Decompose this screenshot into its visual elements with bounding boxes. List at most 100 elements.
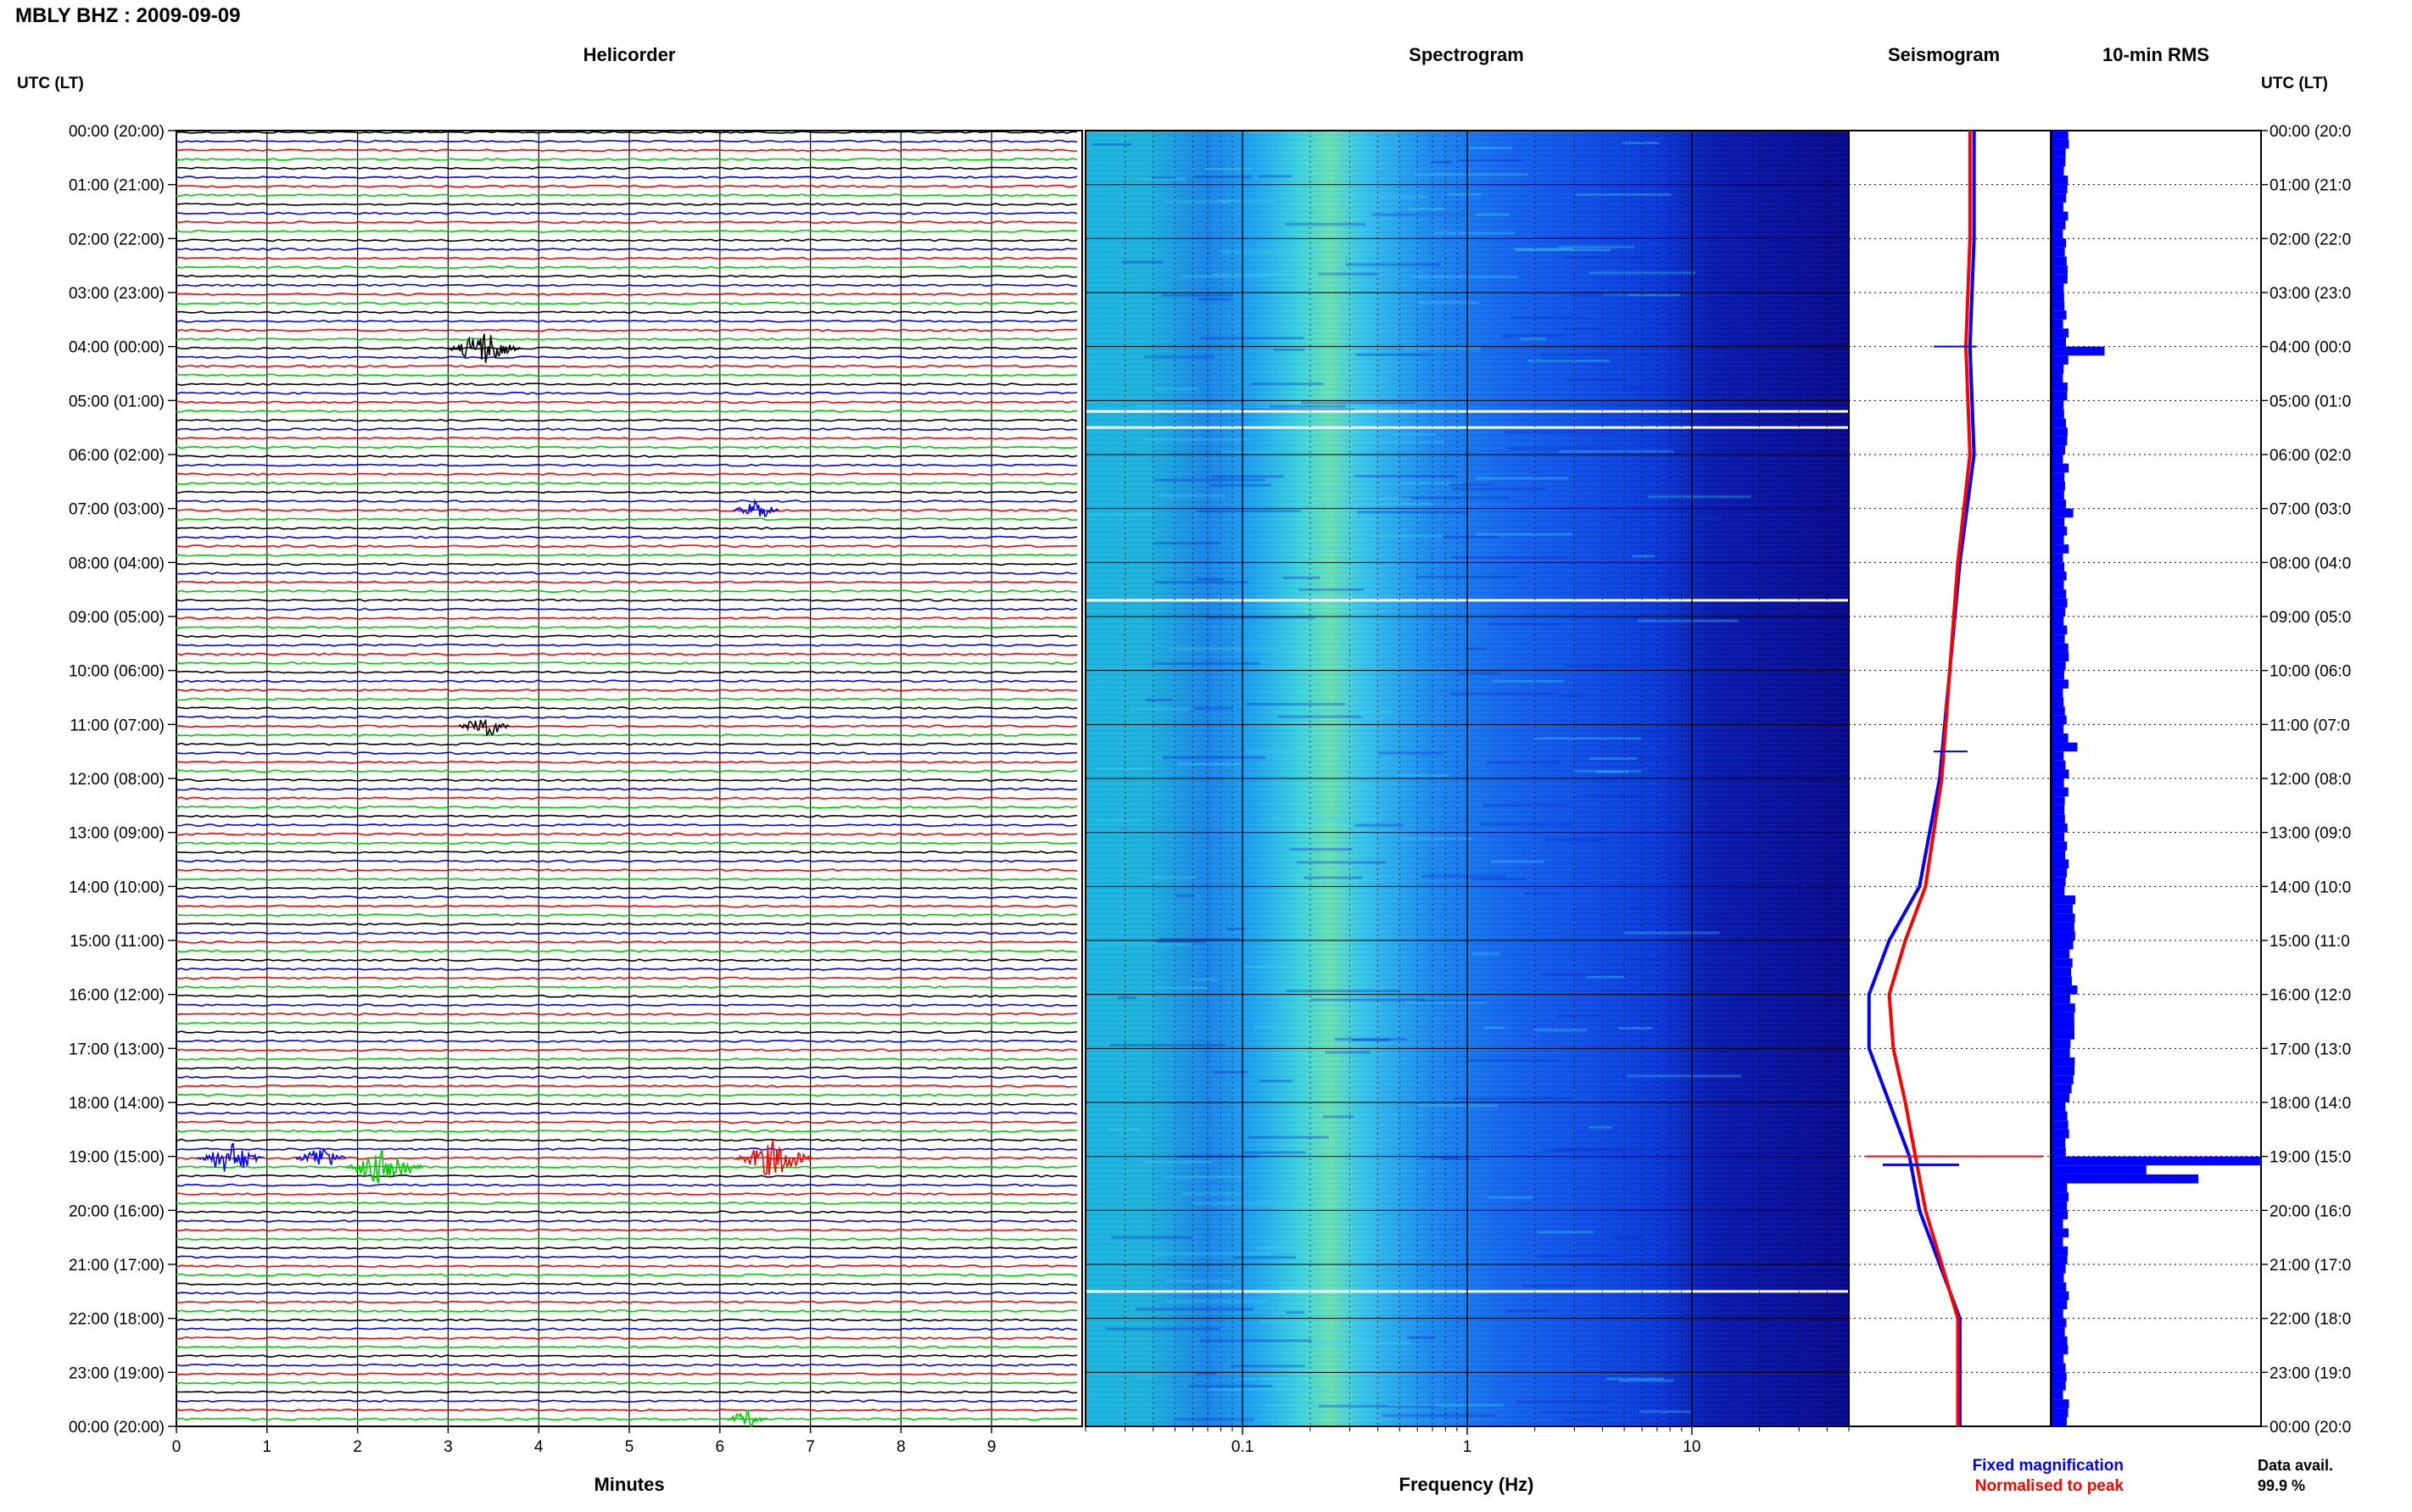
right-time-labels: 00:00 (20:0 01:00 (21:0 02:00 (22:0 03:00 (… [2261,123,2351,1437]
helicorder-trace [176,220,1078,225]
left-time-label: 21:00 (17:00) [69,1257,165,1275]
helicorder-trace [176,1345,1078,1349]
spectrogram-streak [1419,1104,1498,1107]
helicorder-trace [176,1282,1078,1286]
spectrogram-streak [1468,1058,1560,1062]
rms-bar [2052,1048,2070,1057]
spectrogram-streak [1371,534,1443,538]
rms-bar [2052,1264,2066,1274]
spectrogram-streak [1159,938,1241,940]
helicorder-trace [176,1399,1078,1403]
helicorder-trace [176,814,1078,818]
left-axis-title: UTC (LT) [17,75,84,92]
rms-bar [2052,455,2063,464]
helicorder-trace [176,985,1078,989]
spectrogram-streak [1345,263,1441,266]
spectrogram-streak [1097,767,1153,770]
right-time-label: 18:00 (14:0 [2270,1095,2351,1113]
rms-bar [2052,220,2066,230]
spectrogram-streak [1637,619,1739,622]
rms-bar [2052,922,2074,932]
rms-bar [2052,661,2066,671]
helicorder-trace [176,1030,1078,1035]
helicorder-trace [176,1147,1078,1152]
left-time-label: 01:00 (21:00) [69,177,165,195]
spectrogram-streak [1086,513,1153,516]
rms-bar [2052,1408,2069,1418]
spectrogram-streak [1248,131,1270,134]
spectrogram-streak [1232,1256,1296,1259]
spectrogram-streak [1308,1342,1410,1345]
rms-bar [2052,319,2063,329]
rms-bar [2052,769,2069,778]
seismogram-frame [1848,130,2052,1427]
helicorder-xtick-label: 7 [806,1438,815,1456]
spectrogram-streak [1576,193,1672,197]
left-time-label: 08:00 (04:00) [69,555,165,572]
spectrogram-streak [1506,1309,1548,1313]
left-time-label: 05:00 (01:00) [69,393,165,410]
helicorder-trace [176,823,1078,828]
helicorder-trace [176,319,1078,323]
rms-bar [2052,1183,2068,1193]
helicorder-xtick-label: 1 [263,1438,272,1456]
rms-bar [2052,697,2064,707]
helicorder-trace [176,1336,1078,1340]
helicorder-trace [176,1237,1078,1241]
right-time-label: 17:00 (13:0 [2270,1041,2351,1058]
spectrogram-streak [1092,142,1131,146]
rms-bar [2052,742,2078,752]
spectrogram-streak [1457,672,1501,675]
spectrogram-streak [1153,478,1265,482]
right-time-label: 14:00 (10:0 [2270,879,2351,896]
spectrogram-streak [1487,1196,1533,1199]
helicorder-trace [176,706,1078,711]
spectrogram-streak [1296,861,1386,864]
spectrogram-streak [1413,173,1529,176]
spectrogram-streak [1534,1029,1588,1032]
helicorder-trace [176,1228,1078,1232]
spectrogram-streak [1454,1096,1573,1100]
spectrogram-streak [1273,348,1305,351]
rms-bar [2052,724,2064,734]
helicorder-trace [176,517,1078,522]
spectrogram-streak [1325,1051,1371,1054]
spectrogram-streak [1286,1311,1305,1314]
spectrogram-streak [1162,756,1265,759]
spectrogram-streak [1151,176,1175,180]
spectrogram-streak [1627,1074,1742,1078]
left-time-label: 19:00 (15:00) [69,1149,165,1167]
spectrogram-streak [1533,737,1642,740]
spectrogram-streak [1200,337,1304,340]
rms-bar [2052,1165,2147,1174]
spectrogram-xtick-label: 1 [1463,1438,1472,1456]
rms-bar [2052,796,2065,806]
spectrogram-streak [1488,622,1561,626]
rms-bar [2052,1021,2074,1031]
spectrogram-streak [1559,449,1674,453]
spectrogram-streak [1307,547,1376,550]
helicorder-trace [176,391,1078,395]
helicorder-trace [176,499,1078,504]
left-time-label: 07:00 (03:00) [69,501,165,519]
rms-bar [2052,310,2067,320]
spectrogram-streak [1342,497,1411,500]
spectrogram-streak [1421,874,1506,878]
left-time-label: 11:00 (07:00) [70,717,165,734]
left-time-label: 02:00 (22:00) [69,231,165,248]
rms-bar [2052,1417,2067,1426]
helicorder-trace [176,724,1078,728]
helicorder-trace [176,1138,1078,1142]
spectrogram-streak [1212,272,1302,276]
spectrogram-streak [1562,327,1603,331]
helicorder-trace [176,1102,1078,1106]
right-time-label: 05:00 (01:0 [2270,393,2351,410]
rms-bar [2052,1084,2072,1094]
spectrogram-streak [1639,1410,1691,1414]
spectrogram-streak [1372,213,1476,216]
helicorder-trace [176,949,1078,953]
rms-bar [2052,1318,2067,1328]
spectrogram-streak [1471,952,1500,956]
spectrogram-streak [1596,770,1628,773]
spectrogram-streak [1451,488,1546,491]
